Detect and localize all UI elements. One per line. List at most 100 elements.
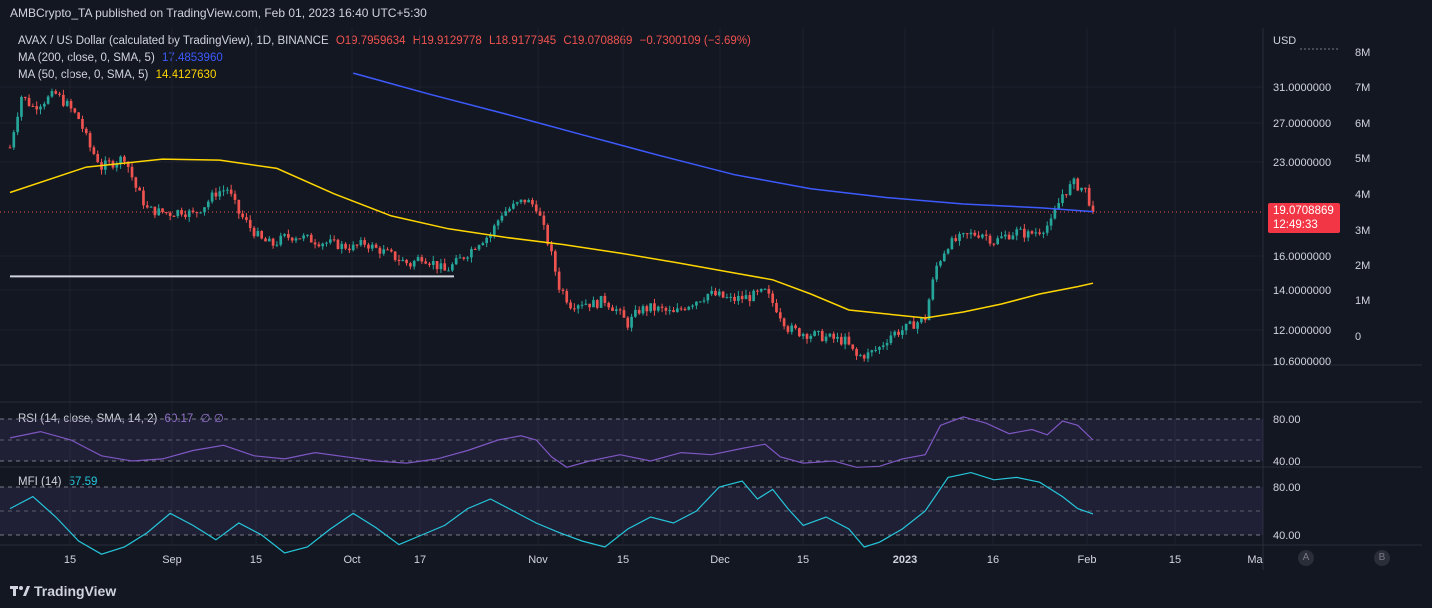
candle-body <box>165 212 168 214</box>
candle-body <box>897 331 900 335</box>
ohlc-high: H19.9129778 <box>412 35 482 47</box>
candle-body <box>172 215 176 217</box>
candle-body <box>252 227 256 237</box>
candle-body <box>439 263 443 270</box>
candle-body <box>195 212 199 214</box>
candle-body <box>977 235 980 238</box>
candle-body <box>531 200 534 205</box>
candle-body <box>1038 232 1041 234</box>
candle-body <box>950 238 954 250</box>
candle-body <box>1026 231 1030 238</box>
candle-body <box>306 234 309 236</box>
candle-body <box>130 166 134 178</box>
ohlc-open: O19.7959634 <box>335 35 406 47</box>
candle-body <box>981 234 984 238</box>
time-axis[interactable]: 15 Sep 15 Oct 17 Nov 15 Dec 15 2023 16 Feb 15 Ma <box>64 554 1264 566</box>
mfi-legend[interactable]: MFI (14) 57.59 <box>18 476 101 488</box>
candle-body <box>260 231 264 239</box>
candle-body <box>31 105 35 107</box>
candle-body <box>229 189 233 194</box>
candle-body <box>35 106 39 110</box>
candle-body <box>698 301 702 303</box>
ma50-label: MA (50, close, 0, SMA, 5) <box>18 69 149 81</box>
candle-body <box>927 299 931 321</box>
candle-body <box>756 290 759 292</box>
candle-body <box>328 239 332 243</box>
candle-body <box>573 308 576 310</box>
rsi-line[interactable] <box>9 416 1094 468</box>
candle-body <box>153 206 157 216</box>
candle-body <box>485 237 489 244</box>
candle-body <box>653 303 656 311</box>
candle-body <box>668 310 672 312</box>
candle-body <box>248 219 252 228</box>
price-tick-label: 10.6000000 <box>1273 356 1331 368</box>
candle-body <box>119 156 122 164</box>
candle-body <box>420 257 424 262</box>
volume-axis: 8M 7M 6M 5M 4M 3M 2M 1M 0 <box>1355 47 1370 343</box>
ma50-line[interactable] <box>9 158 1094 319</box>
candle-body <box>679 308 683 310</box>
candle-body <box>809 335 813 339</box>
mfi-tick-label: 40.00 <box>1273 530 1301 542</box>
candle-body <box>309 234 313 243</box>
candle-body <box>256 231 260 237</box>
candle-body <box>607 302 611 308</box>
candle-body <box>778 312 782 319</box>
candle-body <box>710 290 713 294</box>
candle-body <box>492 225 496 235</box>
candle-body <box>435 260 439 270</box>
symbol-legend[interactable]: AVAX / US Dollar (calculated by TradingV… <box>18 35 755 47</box>
candle-body <box>695 301 698 306</box>
candle-body <box>992 243 996 245</box>
candle-body <box>1087 187 1091 206</box>
time-tick-label: 17 <box>414 554 426 566</box>
candle-body <box>881 345 885 348</box>
candle-body <box>550 244 553 252</box>
candle-body <box>210 192 214 202</box>
ohlc-change: −0.7300109 (−3.69%) <box>639 35 751 47</box>
candle-body <box>367 244 370 249</box>
time-tick-label: Nov <box>528 554 548 566</box>
candle-body <box>96 154 100 163</box>
time-tick-label: Feb <box>1078 554 1097 566</box>
settings-b-button[interactable]: B <box>1374 550 1390 566</box>
candle-body <box>290 237 294 241</box>
time-tick-label: 2023 <box>893 554 917 566</box>
candle-body <box>81 118 84 129</box>
candle-body <box>859 355 862 357</box>
candle-body <box>138 187 141 191</box>
candle-body <box>203 207 206 213</box>
candle-body <box>447 270 450 272</box>
volume-tick-label: 4M <box>1355 189 1370 201</box>
ma200-line[interactable] <box>353 72 1094 213</box>
candle-body <box>569 302 572 309</box>
candle-body <box>126 161 130 167</box>
candle-body <box>782 318 786 327</box>
ma200-label: MA (200, close, 0, SMA, 5) <box>18 52 155 64</box>
candle-body <box>771 293 775 303</box>
tradingview-brand[interactable]: TradingView <box>10 583 116 599</box>
candle-body <box>725 297 729 299</box>
candle-body <box>538 211 542 216</box>
candle-body <box>592 300 595 308</box>
ma50-legend[interactable]: MA (50, close, 0, SMA, 5) 14.4127630 <box>18 69 220 81</box>
candle-body <box>519 199 523 203</box>
candle-body <box>287 234 290 238</box>
auto-scale-button[interactable]: A <box>1298 550 1314 566</box>
candle-body <box>88 133 92 148</box>
rsi-extra: ∅ ∅ <box>200 413 224 425</box>
ma200-legend[interactable]: MA (200, close, 0, SMA, 5) 17.4853960 <box>18 52 227 64</box>
candle-body <box>168 212 172 216</box>
price-axis[interactable]: 31.0000000 27.0000000 23.0000000 16.0000000… <box>1273 82 1331 368</box>
candle-body <box>267 238 271 242</box>
mfi-line[interactable] <box>9 471 1094 555</box>
candle-body <box>54 91 58 94</box>
grid-lines <box>0 28 1263 545</box>
brand-name: TradingView <box>34 583 117 599</box>
candle-body <box>58 93 61 95</box>
candle-body <box>801 334 805 337</box>
candle-body <box>1053 209 1057 219</box>
time-tick-label: 15 <box>797 554 809 566</box>
